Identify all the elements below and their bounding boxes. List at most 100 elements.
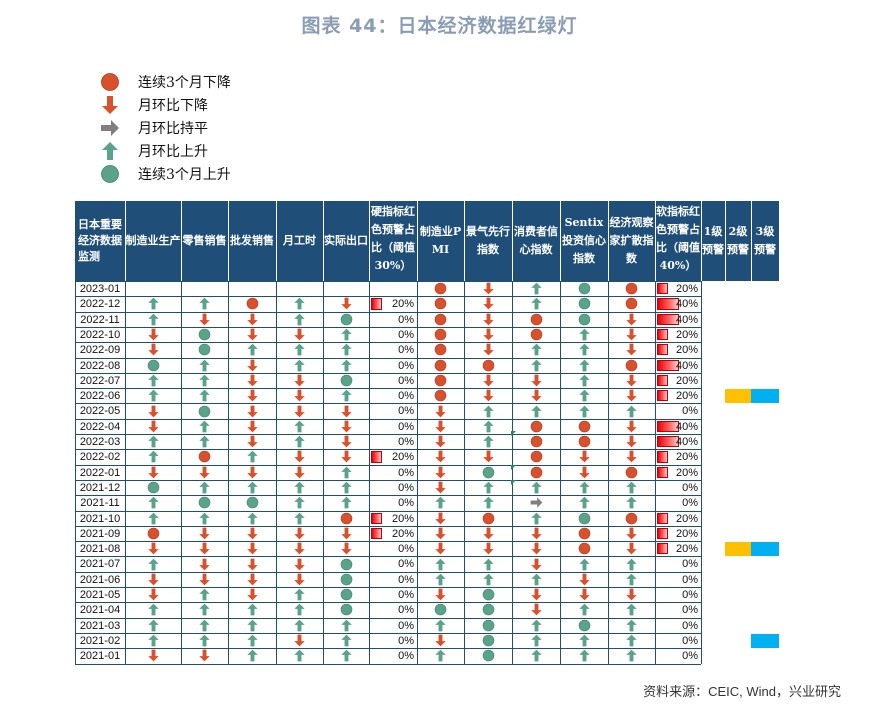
green-up-arrow-icon <box>608 556 655 571</box>
green-up-arrow-icon <box>276 602 323 617</box>
green-circle-icon <box>464 633 512 648</box>
green-up-arrow-icon <box>417 572 464 587</box>
red-down-arrow-icon <box>417 434 464 449</box>
warning-ratio-value: 0% <box>398 619 414 632</box>
warning-ratio-bar <box>657 527 668 540</box>
warning-ratio-value: 0% <box>682 589 698 601</box>
green-circle-icon <box>464 602 512 617</box>
green-circle-icon <box>323 572 369 587</box>
red-down-arrow-icon <box>323 419 369 434</box>
warning-ratio-bar <box>657 298 679 310</box>
warning-ratio-value: 0% <box>682 481 698 494</box>
column-header: 景气先行指数 <box>466 225 510 256</box>
red-down-arrow-icon <box>228 327 276 342</box>
red-down-arrow-icon <box>464 342 512 357</box>
red-down-arrow-icon <box>464 526 512 541</box>
row-divider <box>75 495 701 497</box>
red-circle-icon <box>464 358 512 373</box>
warning-ratio-value: 40% <box>675 298 698 311</box>
warning-ratio-value: 0% <box>398 374 414 387</box>
gray-right-arrow-icon <box>100 118 120 138</box>
green-up-arrow-icon <box>323 388 369 403</box>
warning-ratio-value: 20% <box>391 512 414 525</box>
row-divider <box>75 602 701 604</box>
red-down-arrow-icon <box>276 388 323 403</box>
green-up-arrow-icon <box>276 419 323 434</box>
green-up-arrow-icon <box>181 358 228 373</box>
green-up-arrow-icon <box>228 602 276 617</box>
warning-ratio-bar <box>657 359 679 371</box>
red-circle-icon <box>512 465 560 480</box>
level2-alert-cell <box>725 542 751 557</box>
red-down-arrow-icon <box>276 327 323 342</box>
red-down-arrow-icon <box>276 633 323 648</box>
red-down-arrow-icon <box>512 541 560 556</box>
header-divider <box>701 201 702 281</box>
red-down-arrow-icon <box>464 541 512 556</box>
red-circle-icon <box>512 449 560 464</box>
legend-item: 连续3个月下降 <box>100 70 231 93</box>
green-up-arrow-icon <box>512 480 560 495</box>
green-up-arrow-icon <box>125 556 181 571</box>
green-up-arrow-icon <box>181 618 228 633</box>
row-date: 2022-12 <box>79 298 121 311</box>
green-up-arrow-icon <box>417 618 464 633</box>
red-circle-icon <box>560 419 608 434</box>
row-date: 2021-10 <box>79 512 121 525</box>
legend-label: 月环比上升 <box>138 143 208 160</box>
column-divider <box>417 281 418 664</box>
green-up-arrow-icon <box>276 312 323 327</box>
legend-label: 连续3个月下降 <box>138 74 231 91</box>
warning-ratio-value: 40% <box>675 420 698 433</box>
red-circle-icon <box>608 465 655 480</box>
green-up-arrow-icon <box>125 618 181 633</box>
red-circle-icon <box>323 511 369 526</box>
legend-item: 连续3个月上升 <box>100 162 231 185</box>
green-up-arrow-icon <box>323 327 369 342</box>
red-down-arrow-icon <box>181 541 228 556</box>
row-date: 2021-08 <box>79 543 121 556</box>
column-header: 3级预警 <box>754 225 776 256</box>
green-circle-icon <box>100 164 120 184</box>
red-down-arrow-icon <box>125 587 181 602</box>
green-up-arrow-icon <box>125 633 181 648</box>
green-up-arrow-icon <box>323 465 369 480</box>
column-header: Sentix投资信心指数 <box>562 216 606 265</box>
warning-ratio-value: 20% <box>675 374 698 387</box>
green-up-arrow-icon <box>464 556 512 571</box>
red-down-arrow-icon <box>560 465 608 480</box>
green-up-arrow-icon <box>125 434 181 449</box>
green-up-arrow-icon <box>464 495 512 510</box>
header-divider <box>181 201 182 281</box>
header-divider <box>276 201 277 281</box>
green-up-arrow-icon <box>125 373 181 388</box>
warning-ratio-value: 20% <box>391 451 414 464</box>
red-down-arrow-icon <box>228 541 276 556</box>
red-down-arrow-icon <box>125 327 181 342</box>
red-down-arrow-icon <box>100 95 120 115</box>
level3-alert-cell <box>751 633 779 649</box>
row-divider <box>75 281 701 282</box>
column-header: 月工时 <box>283 234 316 247</box>
warning-ratio-value: 0% <box>398 650 414 663</box>
green-up-arrow-icon <box>276 480 323 495</box>
red-circle-icon <box>608 296 655 311</box>
warning-ratio-value: 20% <box>675 283 698 295</box>
legend-item: 月环比下降 <box>100 93 231 116</box>
red-down-arrow-icon <box>417 587 464 602</box>
green-up-arrow-icon <box>560 373 608 388</box>
red-down-arrow-icon <box>276 556 323 571</box>
green-circle-icon <box>464 465 512 480</box>
red-down-arrow-icon <box>608 312 655 327</box>
green-up-arrow-icon <box>125 449 181 464</box>
row-date: 2022-03 <box>79 436 121 448</box>
column-header: 软指标红色预警占比（阈值40%） <box>656 205 700 272</box>
red-circle-icon <box>417 358 464 373</box>
warning-ratio-bar <box>657 543 668 555</box>
column-divider <box>125 281 126 664</box>
column-header: 1级预警 <box>702 225 724 256</box>
red-down-arrow-icon <box>228 465 276 480</box>
red-down-arrow-icon <box>323 526 369 541</box>
warning-ratio-value: 20% <box>675 390 698 403</box>
column-header: 零售销售 <box>182 234 227 247</box>
